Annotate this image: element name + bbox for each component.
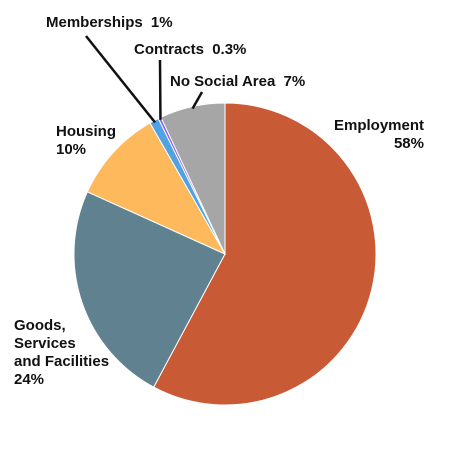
label-goods-line1: Goods,	[14, 317, 66, 334]
pie-slice-goods-services-and-facilities	[73, 191, 226, 388]
leader-lines	[85, 35, 204, 124]
value-housing: 10%	[56, 141, 86, 158]
label-goods-line2: Services	[14, 335, 76, 352]
label-memberships: Memberships 1%	[46, 14, 173, 31]
value-employment: 58%	[394, 135, 424, 152]
label-employment: Employment	[334, 117, 424, 134]
pie-slice-employment	[153, 102, 377, 406]
label-goods-line3: and Facilities	[14, 353, 109, 370]
label-no-social-area: No Social Area 7%	[170, 73, 305, 90]
leader-line-no-social-area	[191, 91, 204, 110]
label-housing: Housing	[56, 123, 116, 140]
label-contracts: Contracts 0.3%	[134, 41, 246, 58]
pie-slice-housing	[86, 122, 227, 256]
value-goods: 24%	[14, 371, 44, 388]
pie-slices	[73, 102, 377, 406]
leader-line-memberships	[85, 35, 157, 124]
